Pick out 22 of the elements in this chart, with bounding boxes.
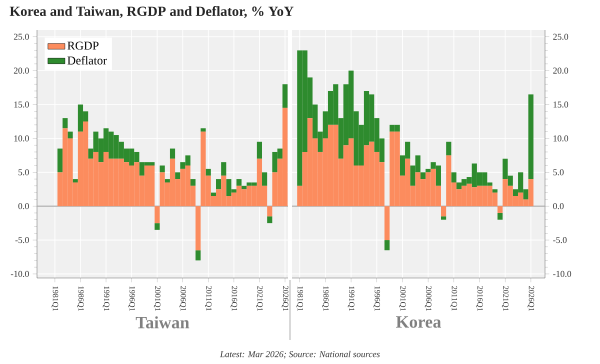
- y-tick-label: 20.0: [553, 68, 568, 74]
- y-tick-label: -10.0: [10, 270, 29, 277]
- y-tick-label: 5.0: [18, 169, 29, 176]
- y-tick-label: -5.0: [15, 237, 29, 244]
- y-tick-label: 5.0: [553, 169, 564, 176]
- x-axis-title: Korea: [396, 316, 442, 328]
- y-tick-label: 10.0: [554, 135, 568, 142]
- y-tick-label: 10.0: [14, 135, 29, 142]
- y-tick-label: 25.0: [553, 34, 568, 40]
- text: Latest: Mar 2026; Source: National sources: [220, 350, 380, 358]
- y-tick-label: 20.0: [14, 68, 29, 74]
- y-tick-label: -5.0: [553, 237, 567, 244]
- y-tick-label: 0.0: [553, 203, 564, 210]
- y-tick-label: 15.0: [14, 101, 29, 108]
- y-tick-label: 0.0: [18, 203, 29, 210]
- x-axis-title: Taiwan: [136, 316, 190, 328]
- y-tick-label: 15.0: [554, 101, 568, 108]
- y-tick-label: 25.0: [14, 34, 29, 40]
- legend-label: RGDP: [67, 42, 99, 50]
- legend-label: Deflator: [67, 56, 107, 65]
- y-tick-label: -10.0: [553, 270, 572, 277]
- chart-title: Korea and Taiwan, RGDP and Deflator, % YoY: [10, 6, 294, 18]
